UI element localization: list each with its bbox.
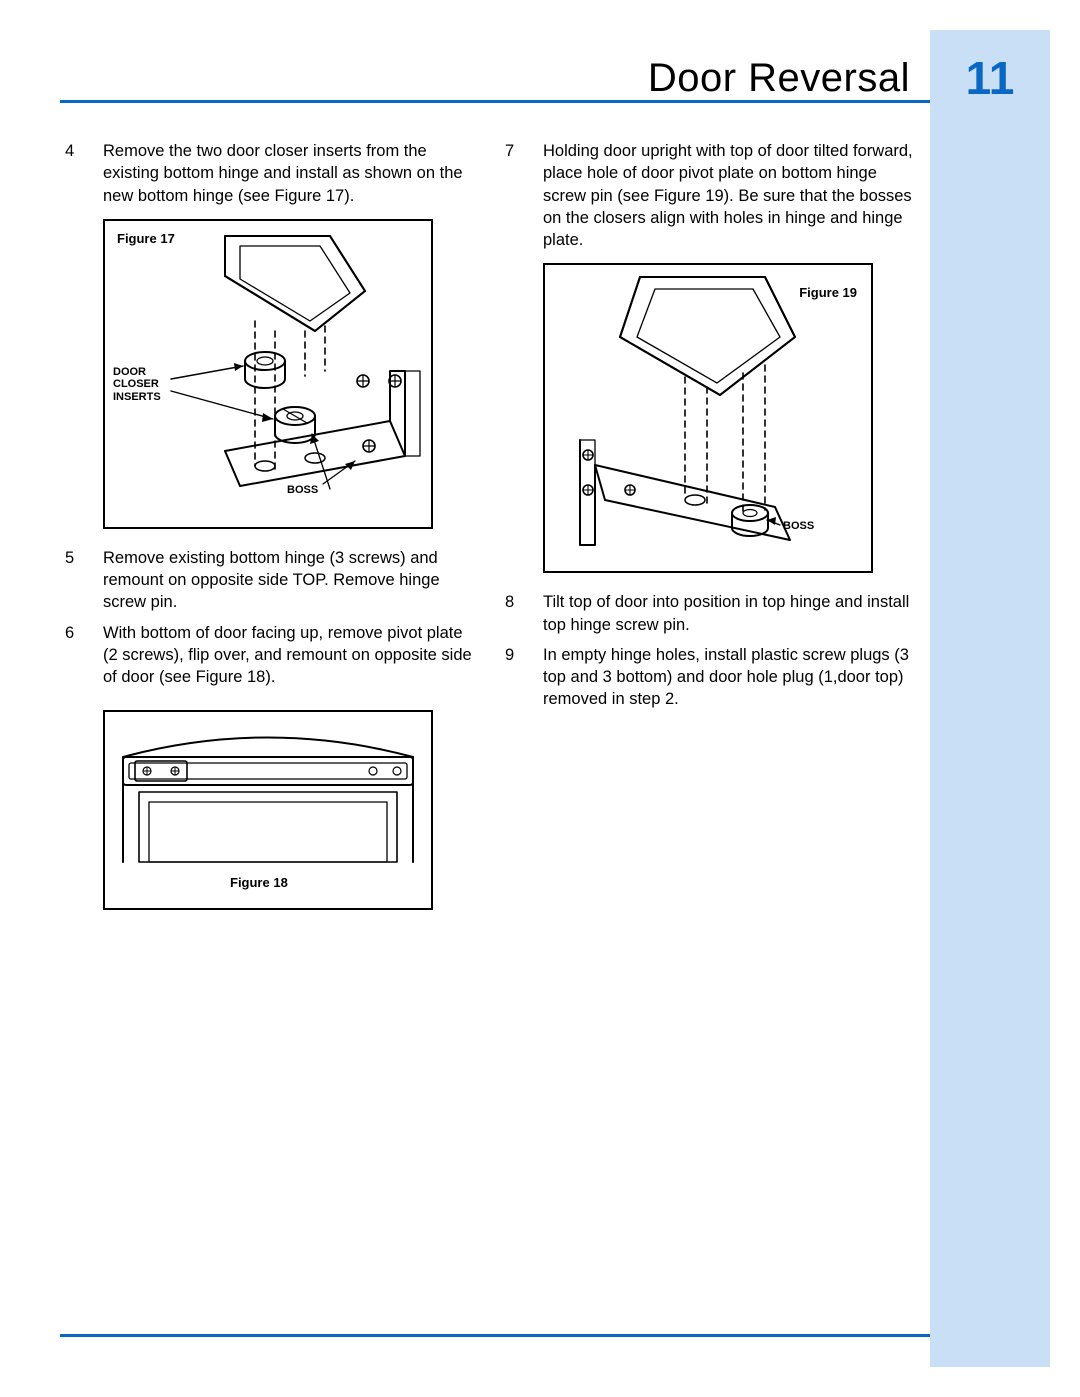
step-text: Remove the two door closer inserts from … <box>103 140 475 207</box>
step-number: 8 <box>505 591 525 636</box>
figure-18-diagram <box>105 712 431 908</box>
page-title: Door Reversal <box>648 56 910 105</box>
header: Door Reversal 11 <box>60 45 1050 105</box>
side-band <box>930 30 1050 1367</box>
top-rule <box>60 100 930 103</box>
figure-17: Figure 17 DOOR CLOSER INSERTS BOSS <box>103 219 475 529</box>
step-number: 7 <box>505 140 525 251</box>
step-text: Remove existing bottom hinge (3 screws) … <box>103 547 475 614</box>
figure-19-diagram <box>545 265 871 571</box>
step-8: 8 Tilt top of door into position in top … <box>505 591 915 636</box>
figure-19: Figure 19 BOSS <box>543 263 915 573</box>
step-6: 6 With bottom of door facing up, remove … <box>65 622 475 689</box>
figure-18: Figure 18 <box>103 710 475 910</box>
step-text: In empty hinge holes, install plastic sc… <box>543 644 915 711</box>
figure-17-diagram <box>105 221 431 527</box>
left-column: 4 Remove the two door closer inserts fro… <box>65 140 475 928</box>
step-5: 5 Remove existing bottom hinge (3 screws… <box>65 547 475 614</box>
right-column: 7 Holding door upright with top of door … <box>505 140 915 928</box>
bottom-rule <box>60 1334 930 1337</box>
step-number: 9 <box>505 644 525 711</box>
step-number: 4 <box>65 140 85 207</box>
step-4: 4 Remove the two door closer inserts fro… <box>65 140 475 207</box>
step-text: Tilt top of door into position in top hi… <box>543 591 915 636</box>
content: 4 Remove the two door closer inserts fro… <box>65 140 915 928</box>
step-number: 6 <box>65 622 85 689</box>
step-9: 9 In empty hinge holes, install plastic … <box>505 644 915 711</box>
step-text: With bottom of door facing up, remove pi… <box>103 622 475 689</box>
step-7: 7 Holding door upright with top of door … <box>505 140 915 251</box>
step-text: Holding door upright with top of door ti… <box>543 140 915 251</box>
page: Door Reversal 11 4 Remove the two door c… <box>0 0 1080 1397</box>
page-number: 11 <box>930 51 1050 105</box>
step-number: 5 <box>65 547 85 614</box>
